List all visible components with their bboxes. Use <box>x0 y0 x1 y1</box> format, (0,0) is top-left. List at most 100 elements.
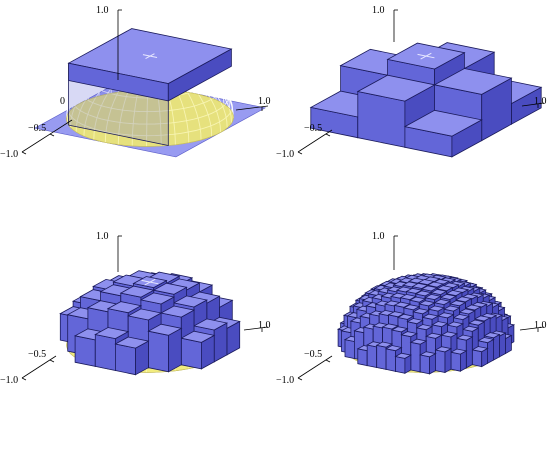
box-face-top <box>417 279 435 286</box>
box-face-top <box>439 293 458 300</box>
panel-single-box: 1.0 −0.5 −1.0 1.0 0 <box>0 5 271 160</box>
box-face-top <box>147 323 183 336</box>
box-face-top <box>412 308 430 315</box>
box-face-top <box>445 289 464 297</box>
center-crosshair <box>144 278 156 286</box>
axes: 1.0 −0.5 −1.0 1.0 0 <box>0 5 271 160</box>
box-face-top <box>440 331 459 338</box>
box-face-top <box>419 351 437 358</box>
box-face-top <box>396 313 415 320</box>
box-face-top <box>442 305 461 312</box>
box-face-top <box>420 285 439 292</box>
box-face-top <box>127 308 163 321</box>
box-face-side-upper <box>167 48 232 102</box>
box-face-top <box>427 305 446 312</box>
panel-3x3-boxes: 1.0 −0.5 −1.0 1.0 <box>276 5 547 160</box>
tick-label-z-1: 1.0 <box>96 5 109 16</box>
box-face-top <box>411 282 429 289</box>
box-face-top <box>152 282 188 295</box>
box-face-top <box>408 296 427 303</box>
box-approximation <box>336 273 516 375</box>
box-face-front <box>94 334 116 371</box>
tick-label-x-1: 1.0 <box>258 96 271 107</box>
center-crosshair <box>420 52 432 60</box>
box-face-front <box>357 348 368 367</box>
box-face-front <box>147 330 169 373</box>
box-face-front <box>435 349 446 373</box>
box-face-top <box>446 321 465 328</box>
box-face-front <box>410 341 421 373</box>
box-face-top <box>106 301 143 314</box>
box-face-top <box>399 293 417 301</box>
box-face-front <box>376 344 387 370</box>
box-face-top <box>409 338 428 345</box>
tick-label-x-1: 1.0 <box>534 96 547 107</box>
box-face-front <box>385 348 396 372</box>
box-face-top <box>119 285 155 298</box>
box-face-top <box>455 334 474 341</box>
box-face-top <box>433 68 513 95</box>
box-face-top <box>448 300 467 307</box>
box-face-side <box>487 338 495 364</box>
box-face-top <box>414 290 433 297</box>
box-face-top <box>458 308 476 315</box>
box-face-top <box>425 332 443 339</box>
box-face-top <box>473 315 492 322</box>
box-face-top <box>180 330 216 343</box>
box-approximation <box>309 42 543 158</box>
box-approximation <box>67 28 233 146</box>
box-face-top <box>433 298 452 306</box>
box-face-top <box>452 313 470 321</box>
box-face-top <box>436 312 455 319</box>
box-face-top <box>426 281 445 288</box>
box-face-top <box>477 337 495 344</box>
tick-label-y-neg-0-5: −0.5 <box>28 349 46 360</box>
box-face-top <box>172 295 208 308</box>
box-face-top <box>415 324 434 331</box>
box-face-top <box>454 296 473 303</box>
box-face-top <box>192 318 229 331</box>
box-face-top <box>405 287 423 294</box>
box-face-top <box>471 346 489 353</box>
box-face-top <box>464 304 482 311</box>
box-face-top <box>139 292 176 305</box>
tick-label-y-neg-0-5: −0.5 <box>304 123 322 134</box>
box-face-front <box>395 356 406 374</box>
tick-label-y-neg-1: −1.0 <box>0 375 18 386</box>
box-face-top <box>403 109 483 137</box>
box-face-side <box>493 333 500 361</box>
tick-label-z-1: 1.0 <box>372 231 385 242</box>
box-face-top <box>387 311 406 318</box>
box-face-top <box>159 305 196 318</box>
panel-15x15-boxes: 1.0 −0.5 −1.0 1.0 <box>276 231 547 386</box>
box-face-top <box>435 285 454 292</box>
box-face-front <box>450 351 461 372</box>
box-face-front <box>419 354 431 375</box>
hemisphere-surface <box>66 89 234 147</box>
box-face-top <box>418 300 436 307</box>
box-face-top <box>375 341 394 348</box>
box-face-top <box>400 331 418 338</box>
box-face-side <box>499 332 506 358</box>
box-face-top <box>356 74 436 102</box>
box-face-top <box>421 313 440 320</box>
tick-label-x-1: 1.0 <box>534 320 547 331</box>
tick-label-z-1: 1.0 <box>372 5 385 16</box>
panel-7x7-boxes: 1.0 −0.5 −1.0 1.0 <box>0 231 271 386</box>
box-face-top <box>393 301 412 308</box>
box-approximation <box>59 270 241 376</box>
box-face-front <box>366 344 378 368</box>
box-face-top <box>424 293 442 301</box>
box-face-top <box>449 348 468 355</box>
box-face-top <box>381 323 400 330</box>
tick-label-z-1: 1.0 <box>96 231 109 242</box>
tick-label-y-neg-0-5: −0.5 <box>28 123 46 134</box>
axes: 1.0 −0.5 −1.0 1.0 <box>276 5 547 160</box>
box-face-top <box>394 352 412 359</box>
box-face-top <box>461 325 480 332</box>
box-face-top <box>430 288 448 296</box>
axes: 1.0 −0.5 −1.0 1.0 <box>276 231 547 386</box>
box-face-front <box>115 343 137 376</box>
box-face-top <box>467 319 486 326</box>
box-face-side <box>465 336 473 369</box>
